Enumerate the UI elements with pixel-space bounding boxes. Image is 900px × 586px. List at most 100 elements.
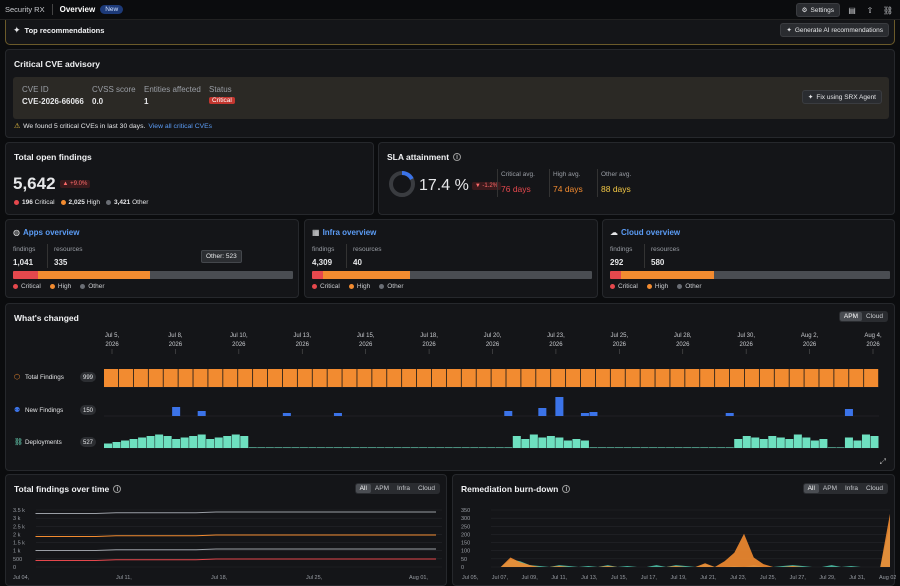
deployment-bar (385, 447, 394, 448)
date-label: 2026 (359, 342, 373, 348)
date-label: 2026 (296, 342, 310, 348)
severity-bar (610, 271, 890, 279)
count-pill (80, 437, 96, 447)
other-segment[interactable] (713, 271, 890, 279)
settings-label: Settings (810, 6, 835, 14)
other-segment[interactable] (409, 271, 592, 279)
app-name[interactable]: Security RX (5, 5, 45, 14)
total-findings-bar (372, 369, 387, 387)
total-findings-bar (312, 369, 327, 387)
filter-cloud[interactable]: Cloud (418, 485, 435, 492)
divider (51, 4, 53, 15)
share-icon[interactable]: ⇧ (866, 5, 874, 15)
burn-down-chart: 350 300 250 200 150 100 50 0 Jul 05, Jul 07, Jul 0… (461, 508, 896, 581)
deployment-bar (180, 437, 189, 448)
y-tick: 0 (13, 565, 16, 571)
x-tick: Jul 09, (522, 575, 539, 581)
row-label: Deployments (25, 439, 62, 446)
total-findings-bar (446, 369, 461, 387)
total-findings-bar (238, 369, 253, 387)
deployment-bar (700, 447, 709, 448)
total-findings-bar (819, 369, 834, 387)
legend-critical: Critical (13, 283, 41, 290)
new-findings-bar (555, 397, 564, 416)
resources-value: 40 (353, 258, 362, 267)
high-segment[interactable] (38, 271, 151, 279)
date-label: Jul 5, (105, 333, 120, 339)
infra-overview-link[interactable]: Infra overview (322, 228, 377, 237)
filter-all[interactable]: All (355, 484, 371, 493)
cloud-overview-link[interactable]: Cloud overview (621, 228, 681, 237)
link-icon[interactable]: ⛓ (882, 5, 894, 15)
deployment-bar (649, 447, 658, 448)
generate-ai-button[interactable]: ✦ Generate AI recommendations (780, 23, 889, 37)
toggle-cloud[interactable]: Cloud (866, 313, 883, 320)
expand-icon[interactable]: ⤢ (879, 457, 886, 466)
deployment-bar (853, 440, 862, 448)
other-segment[interactable] (150, 271, 293, 279)
high-segment[interactable] (621, 271, 714, 279)
delta-badge: ▲ +9.0% (59, 180, 91, 188)
deployment-bar (734, 439, 743, 448)
deployment-bar (819, 439, 828, 448)
findings-filter: All APM Infra Cloud (354, 483, 440, 494)
apps-overview-link[interactable]: Apps overview (22, 228, 80, 237)
cve-footer-text: We found 5 critical CVEs in last 30 days… (23, 122, 146, 130)
x-tick: Jul 17, (641, 575, 658, 581)
y-tick: 150 (461, 541, 470, 547)
y-tick: 1 k (13, 549, 21, 555)
critical-avg-value: 76 days (501, 184, 531, 194)
cve-id[interactable]: CVE-2026-66066 (22, 97, 84, 106)
apps-icon: ◍ (13, 228, 20, 237)
sla-card: SLA attainment i 17.4 % ▼ -1.2% Critical… (378, 142, 895, 215)
new-findings-bar (589, 412, 598, 416)
resources-label: resources (54, 246, 83, 253)
filter-all[interactable]: All (803, 484, 819, 493)
deployment-bar (461, 447, 470, 448)
info-icon[interactable]: i (453, 153, 462, 161)
toggle-apm[interactable]: APM (839, 312, 863, 321)
total-findings-bar (178, 369, 193, 387)
critical-segment[interactable] (312, 271, 324, 279)
deployment-bar (742, 436, 751, 448)
feedback-icon[interactable]: ▤ (848, 5, 856, 15)
row-count: 150 (83, 408, 94, 414)
view-all-cves-link[interactable]: View all critical CVEs (148, 122, 213, 130)
date-label: 2026 (232, 342, 246, 348)
filter-apm[interactable]: APM (822, 485, 837, 492)
info-icon[interactable]: i (113, 485, 122, 493)
deployment-bar (827, 447, 836, 448)
info-icon[interactable]: i (562, 485, 571, 493)
severity-legend: Critical High Other (13, 283, 105, 290)
filter-infra[interactable]: Infra (845, 485, 859, 492)
critical-segment[interactable] (13, 271, 39, 279)
filter-cloud[interactable]: Cloud (866, 485, 883, 492)
fix-srx-button[interactable]: ✦ Fix using SRX Agent (801, 90, 882, 104)
legend-high: High (49, 283, 71, 290)
deployment-bar (112, 442, 121, 448)
settings-button[interactable]: ⚙ Settings (795, 3, 840, 17)
y-tick: 3.5 k (13, 508, 25, 514)
resources-value: 335 (54, 258, 68, 267)
deployment-bar (555, 437, 564, 448)
critical-segment[interactable] (610, 271, 622, 279)
gear-icon: ⚙ (801, 7, 808, 14)
tab-overview[interactable]: Overview (59, 5, 96, 14)
total-findings-bar (640, 369, 655, 387)
total-findings-bar (580, 369, 596, 387)
filter-apm[interactable]: APM (374, 485, 389, 492)
deployment-bar (240, 436, 249, 448)
y-tick: 350 (461, 508, 470, 514)
severity-legend: Critical High Other (312, 283, 404, 290)
filter-infra[interactable]: Infra (397, 485, 411, 492)
y-tick: 100 (461, 549, 470, 555)
total-findings-bar (625, 369, 640, 387)
x-tick: Jul 19, (671, 575, 688, 581)
total-findings-bar (729, 369, 745, 387)
recommendations-bar: ✦ Top recommendations ✦ Generate AI reco… (5, 20, 895, 45)
total-findings-bar (387, 369, 402, 387)
deployment-bar (683, 447, 692, 448)
high-segment[interactable] (323, 271, 410, 279)
y-tick: 0 (461, 565, 464, 571)
deployment-bar (666, 447, 675, 448)
